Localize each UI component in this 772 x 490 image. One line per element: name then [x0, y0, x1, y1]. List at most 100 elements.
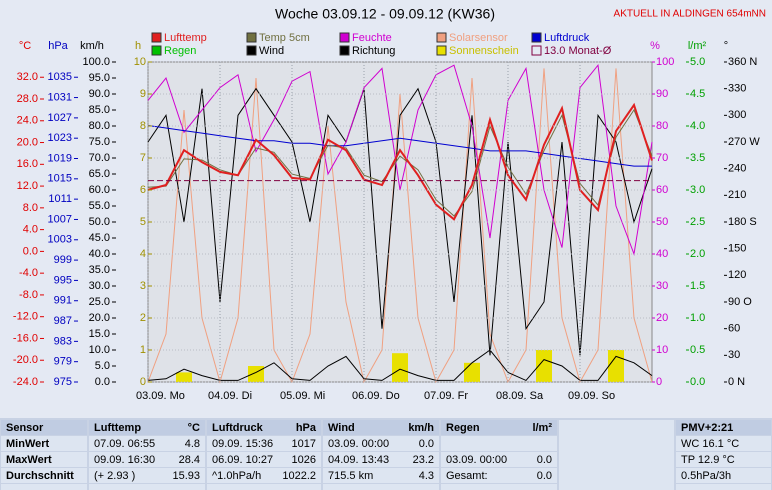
table-unit: hPa — [296, 422, 317, 434]
legend-label: Sonnenschein — [449, 45, 519, 57]
table-cell — [441, 484, 557, 490]
x-tick-label: 03.09. Mo — [136, 390, 185, 402]
bar — [536, 350, 552, 382]
table-value: 4.3 — [419, 470, 434, 482]
series-line — [147, 87, 653, 356]
legend-swatch — [246, 32, 257, 43]
y-tick-label: 987 — [54, 315, 72, 327]
y-tick-label: 0 — [656, 376, 662, 388]
y-tick-label: 80 — [656, 120, 668, 132]
y-tick-label: 270 W — [728, 136, 760, 148]
x-tick-label: 05.09. Mi — [280, 390, 325, 402]
y-tick-label: 0.5 — [690, 344, 705, 356]
table-header-cell — [89, 420, 205, 435]
y-tick-label: 120 — [728, 269, 746, 281]
table-cell — [207, 484, 321, 490]
x-tick-label: 09.09. So — [568, 390, 615, 402]
table-text: 09.09. 16:30 — [94, 454, 155, 466]
y-tick-label: 0.0 — [690, 376, 705, 388]
series-line — [147, 102, 653, 221]
table-cell — [1, 452, 87, 467]
bar — [392, 353, 408, 382]
y-tick-label: 5.0 — [690, 56, 705, 68]
y-tick-label: 12.0 — [17, 180, 38, 192]
y-tick-label: 32.0 — [17, 71, 38, 83]
y-tick-label: 28.0 — [17, 93, 38, 105]
table-value: 0.0 — [537, 470, 552, 482]
legend-label: Temp 5cm — [259, 32, 310, 44]
y-tick-label: 6 — [140, 184, 146, 196]
y-tick-label: 9 — [140, 88, 146, 100]
y-tick-label: 20 — [656, 312, 668, 324]
table-text: (+ 2.93 ) — [94, 470, 135, 482]
legend-label: Lufttemp — [164, 32, 207, 44]
table-header: Wind — [328, 422, 355, 434]
table-text: 09.09. 15:36 — [212, 438, 273, 450]
table-cell — [207, 468, 321, 483]
y-tick-label: 1019 — [48, 152, 72, 164]
y-tick-label: 60 — [728, 323, 740, 335]
table-cell — [676, 452, 771, 467]
y-tick-label: 0.0 — [23, 245, 38, 257]
y-tick-label: 330 — [728, 83, 746, 95]
y-tick-label: 4.5 — [690, 88, 705, 100]
table-header-cell — [323, 420, 439, 435]
table-cell — [1, 436, 87, 451]
y-tick-label: 1015 — [48, 173, 72, 185]
table-value: 28.4 — [179, 454, 200, 466]
y-tick-label: -4.0 — [19, 267, 38, 279]
y-tick-label: 7 — [140, 152, 146, 164]
table-text: TP 12.9 °C — [681, 454, 735, 466]
y-tick-label: 45.0 — [89, 232, 110, 244]
y-tick-label: 55.0 — [89, 200, 110, 212]
table-cell — [89, 468, 205, 483]
y-tick-label: 1031 — [48, 91, 72, 103]
y-tick-label: 360 N — [728, 56, 757, 68]
table-text: 07.09. 06:55 — [94, 438, 155, 450]
axis-title: h — [135, 40, 141, 52]
table-cell — [676, 484, 771, 490]
y-tick-label: 70 — [656, 152, 668, 164]
table-unit: km/h — [408, 422, 434, 434]
table-cell — [89, 436, 205, 451]
legend-label: Solarsensor — [449, 32, 508, 44]
y-tick-label: 300 — [728, 109, 746, 121]
y-tick-label: 1.0 — [690, 312, 705, 324]
y-tick-label: 40.0 — [89, 248, 110, 260]
x-tick-label: 06.09. Do — [352, 390, 400, 402]
legend-label: 13.0 Monat-Ø — [544, 45, 612, 57]
table-header: Regen — [446, 422, 480, 434]
table-cell — [676, 468, 771, 483]
table-value: 1017 — [292, 438, 316, 450]
y-tick-label: 35.0 — [89, 264, 110, 276]
y-tick-label: 10 — [656, 344, 668, 356]
table-header: Lufttemp — [94, 422, 141, 434]
table-text: Gesamt: — [446, 470, 488, 482]
table-text: 0.5hPa/3h — [681, 470, 731, 482]
table-text: Durchschnitt — [6, 470, 74, 482]
table-cell — [89, 484, 205, 490]
table-text: 04.09. 13:43 — [328, 454, 389, 466]
y-tick-label: 5 — [140, 216, 146, 228]
annotation: AKTUELL IN ALDINGEN 654mNN — [614, 9, 766, 20]
legend-label: Luftdruck — [544, 32, 590, 44]
y-tick-label: 8 — [140, 120, 146, 132]
table-value: 0.0 — [419, 438, 434, 450]
y-tick-label: 1007 — [48, 213, 72, 225]
table-header-cell — [207, 420, 321, 435]
bar — [176, 372, 192, 382]
legend-label: Feuchte — [352, 32, 392, 44]
y-tick-label: 1011 — [48, 193, 72, 205]
axis-title: km/h — [80, 40, 104, 52]
table-value: 4.8 — [185, 438, 200, 450]
series-line — [147, 125, 652, 167]
y-tick-label: 50.0 — [89, 216, 110, 228]
y-tick-label: 90 — [656, 88, 668, 100]
y-tick-label: 5.0 — [95, 360, 110, 372]
y-tick-label: 1 — [140, 344, 146, 356]
y-tick-label: 150 — [728, 243, 746, 255]
y-tick-label: 2.5 — [690, 216, 705, 228]
y-tick-label: 8.0 — [23, 202, 38, 214]
table-cell — [441, 452, 557, 467]
x-tick-label: 04.09. Di — [208, 390, 252, 402]
